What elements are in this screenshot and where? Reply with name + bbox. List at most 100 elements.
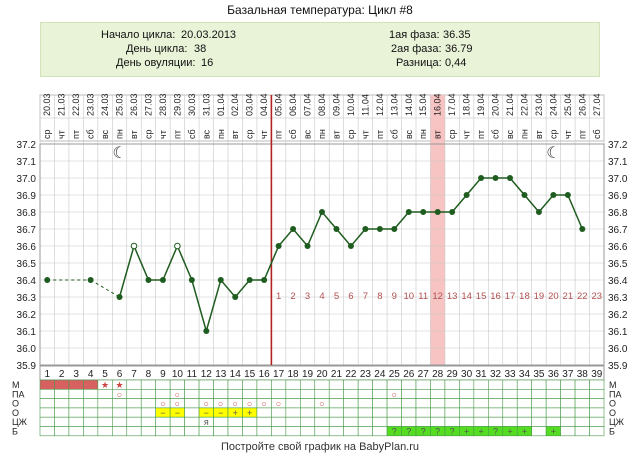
day-number: 16 (259, 369, 271, 380)
temperature-point (521, 192, 528, 198)
symptom-mark: ○ (319, 399, 324, 409)
symptom-cell (213, 426, 229, 437)
luteal-day-number: 15 (476, 291, 487, 302)
date-label: 07.04 (303, 93, 313, 116)
symptom-cell (415, 388, 431, 399)
symptom-cell (155, 416, 171, 427)
symptom-cell (54, 388, 70, 399)
symptom-cell (488, 398, 504, 409)
weekday-label: пт (172, 130, 182, 139)
symptom-mark: + (507, 427, 512, 437)
y-tick-label-right: 36.3 (608, 293, 628, 304)
symptom-mark: + (522, 427, 527, 437)
symptom-cell (54, 407, 70, 418)
symptom-cell (300, 388, 316, 399)
symptom-cell (589, 426, 605, 437)
symptom-cell (140, 407, 156, 418)
symptom-cell (589, 379, 605, 390)
weekday-label: вт (331, 130, 341, 139)
symptom-cell (531, 416, 547, 427)
phase2-label: 2ая фаза: (391, 43, 442, 55)
y-tick-label-right: 36.7 (608, 225, 628, 236)
temperature-point (507, 175, 513, 181)
luteal-day-number: 13 (447, 291, 458, 302)
symptom-cell (502, 407, 518, 418)
weekday-label: чт (563, 130, 573, 139)
symptom-row-label-left: О (12, 399, 19, 409)
symptom-cell (415, 416, 431, 427)
plot-frame (39, 143, 605, 366)
symptom-cell (314, 379, 330, 390)
symptom-mark: ○ (160, 399, 165, 409)
symptom-cell (415, 407, 431, 418)
symptom-cell (459, 398, 475, 409)
date-label: 30.03 (187, 93, 197, 116)
symptom-cell (83, 416, 99, 427)
symptom-cell (502, 379, 518, 390)
y-tick-label-left: 36.6 (17, 242, 37, 253)
day-number: 4 (88, 369, 94, 380)
symptom-mark: ○ (175, 389, 180, 399)
symptom-cell (328, 398, 344, 409)
symptom-cell (502, 388, 518, 399)
date-label: 31.03 (201, 93, 211, 116)
luteal-day-number: 22 (577, 291, 588, 302)
symptom-mark: я (204, 417, 209, 427)
symptom-cell (473, 407, 489, 418)
symptom-mark: − (218, 408, 223, 418)
symptom-cell (97, 426, 113, 437)
symptom-cell (488, 407, 504, 418)
date-label: 22.03 (71, 93, 81, 116)
symptom-cell (285, 379, 301, 390)
luteal-day-number: 16 (490, 291, 501, 302)
symptom-cell (401, 416, 417, 427)
symptom-cell (343, 407, 359, 418)
day-number: 38 (577, 369, 589, 380)
day-number: 11 (187, 369, 198, 380)
y-tick-label-right: 37.1 (608, 157, 628, 168)
symptom-cell (83, 407, 99, 418)
symptom-cell (271, 379, 287, 390)
symptom-cell (155, 388, 171, 399)
day-number: 34 (519, 369, 531, 380)
date-label: 23.04 (534, 93, 544, 116)
symptom-cell (357, 388, 373, 399)
symptom-mark: ○ (233, 399, 238, 409)
symptom-cell (54, 426, 70, 437)
temperature-point (420, 209, 427, 215)
date-label: 24.04 (548, 93, 558, 116)
date-label: 16.04 (433, 93, 443, 116)
y-tick-label-left: 37.1 (17, 157, 37, 168)
symptom-cell (198, 379, 214, 390)
date-label: 26.04 (577, 93, 587, 116)
symptom-cell (545, 416, 561, 427)
weekday-label: чт (462, 130, 472, 139)
luteal-day-number: 17 (505, 291, 516, 302)
symptom-row-label-right: ЦЖ (609, 417, 625, 427)
symptom-cell (574, 407, 590, 418)
symptom-cell (473, 398, 489, 409)
temperature-point (203, 328, 210, 334)
footer-link[interactable]: Постройте свой график на BabyPlan.ru (220, 441, 420, 453)
symptom-cell (531, 426, 547, 437)
symptom-cell (242, 426, 258, 437)
y-tick-label-right: 36.9 (608, 191, 628, 202)
y-tick-label-left: 36.3 (17, 293, 37, 304)
luteal-day-number: 20 (548, 291, 559, 302)
symptom-cell (386, 398, 402, 409)
symptom-cell (328, 388, 344, 399)
date-label: 10.04 (346, 93, 356, 116)
symptom-cell (560, 426, 576, 437)
weekday-label: ср (42, 129, 52, 139)
date-label: 27.04 (592, 93, 602, 116)
y-tick-label-right: 36.8 (608, 208, 628, 219)
phase1-value: 36.35 (443, 29, 471, 41)
symptom-row-label-right: О (609, 408, 616, 418)
symptom-cell (126, 379, 142, 390)
symptom-cell (97, 416, 113, 427)
symptom-cell (126, 398, 142, 409)
symptom-cell (285, 426, 301, 437)
weekday-label: пт (375, 130, 385, 139)
symptom-cell (256, 416, 272, 427)
symptom-cell (589, 416, 605, 427)
